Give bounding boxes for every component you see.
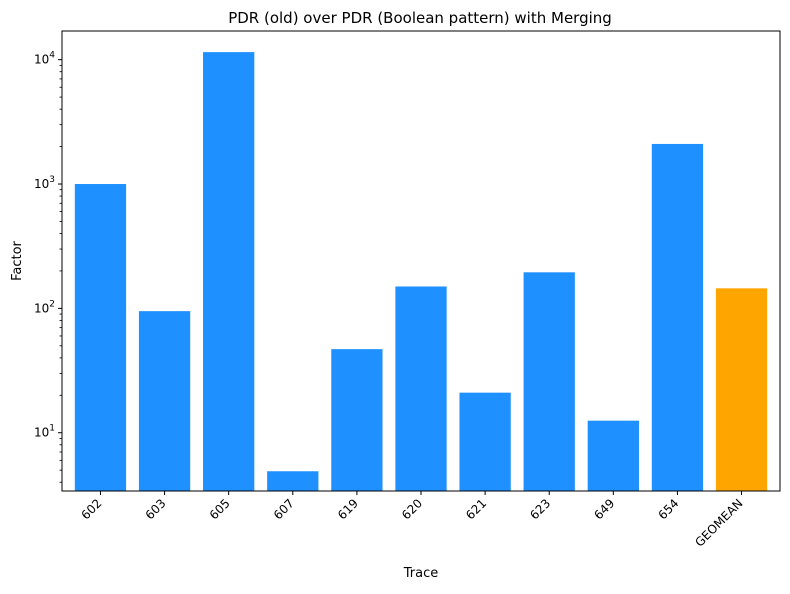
x-tick-label: 607 xyxy=(271,496,297,522)
bar-605 xyxy=(203,52,255,492)
x-axis-label: Trace xyxy=(403,566,439,581)
x-tick-label: GEOMEAN xyxy=(692,496,745,549)
bar-602 xyxy=(74,184,127,491)
y-axis-label: Factor xyxy=(10,240,25,280)
bar-619 xyxy=(331,349,383,491)
bar-607 xyxy=(267,471,319,491)
y-tick-label: 103 xyxy=(34,175,55,191)
x-tick-label: 605 xyxy=(207,496,233,522)
bar-620 xyxy=(395,286,447,491)
x-tick-label: 602 xyxy=(78,496,104,522)
bar-621 xyxy=(459,392,511,491)
x-tick-label: 603 xyxy=(143,496,169,522)
x-tick-label: 623 xyxy=(527,496,553,522)
x-tick-label: 619 xyxy=(335,496,361,522)
bar-649 xyxy=(587,420,639,491)
x-tick-label: 621 xyxy=(463,496,489,522)
bar-603 xyxy=(138,311,191,491)
y-tick-label: 101 xyxy=(34,424,55,440)
bar-geomean xyxy=(715,288,768,491)
y-tick-label: 102 xyxy=(34,299,55,315)
chart-title: PDR (old) over PDR (Boolean pattern) wit… xyxy=(228,9,612,27)
x-tick-label: 654 xyxy=(655,496,681,522)
bar-654 xyxy=(651,143,704,491)
x-axis: 602 603 605 607 619 620 621 623 649 654 GEOMEAN xyxy=(78,491,746,550)
x-tick-label: 620 xyxy=(399,496,425,522)
x-tick-label: 649 xyxy=(591,496,617,522)
bars-group xyxy=(74,52,768,492)
bar-623 xyxy=(523,272,575,491)
y-axis: 101 102 103 104 xyxy=(34,51,62,483)
plot-frame xyxy=(61,30,781,492)
y-tick-label: 104 xyxy=(34,51,55,67)
